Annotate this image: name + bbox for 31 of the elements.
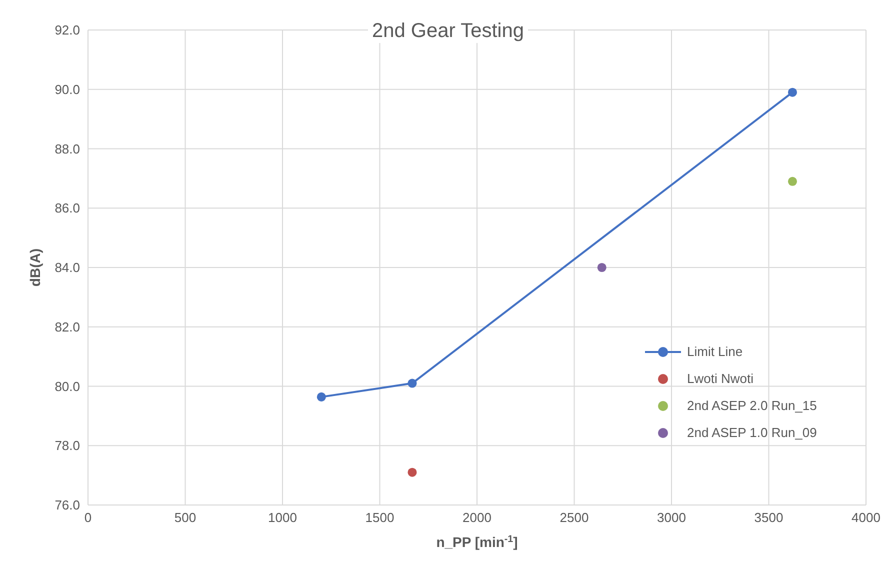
y-tick-label: 86.0 <box>54 200 80 216</box>
y-tick-label: 92.0 <box>54 22 80 38</box>
y-tick-label: 90.0 <box>54 82 80 97</box>
legend-label: 2nd ASEP 1.0 Run_09 <box>687 425 817 440</box>
x-tick-label: 500 <box>174 510 196 526</box>
point <box>408 378 417 388</box>
y-tick-label: 82.0 <box>54 319 80 334</box>
legend-label: 2nd ASEP 2.0 Run_15 <box>687 398 817 413</box>
point <box>788 88 797 97</box>
x-tick-label: 1000 <box>268 510 297 526</box>
chart-title: 2nd Gear Testing <box>368 20 528 43</box>
y-tick-label: 88.0 <box>54 141 80 156</box>
y-tick-label: 76.0 <box>54 498 80 513</box>
y-tick-label: 80.0 <box>54 378 80 394</box>
legend-label: Lwoti Nwoti <box>687 371 754 386</box>
y-axis-title: dB(A) <box>27 248 43 287</box>
y-tick-label: 84.0 <box>54 260 80 276</box>
point <box>597 262 606 272</box>
x-axis-title: n_PP [min$^{-1}$] <box>436 534 518 550</box>
point <box>316 392 326 402</box>
point <box>788 176 797 186</box>
x-tick-label: 2000 <box>462 510 492 526</box>
x-tick-label: 3000 <box>657 510 686 526</box>
x-tick-label: 4000 <box>852 510 880 526</box>
legend-label: Limit Line <box>687 344 743 359</box>
x-tick-label: 0 <box>84 510 92 526</box>
x-tick-label: 1500 <box>365 510 394 526</box>
point <box>408 468 417 477</box>
x-tick-label: 2500 <box>560 510 589 526</box>
x-tick-label: 3500 <box>754 510 784 526</box>
y-tick-label: 78.0 <box>54 438 80 454</box>
